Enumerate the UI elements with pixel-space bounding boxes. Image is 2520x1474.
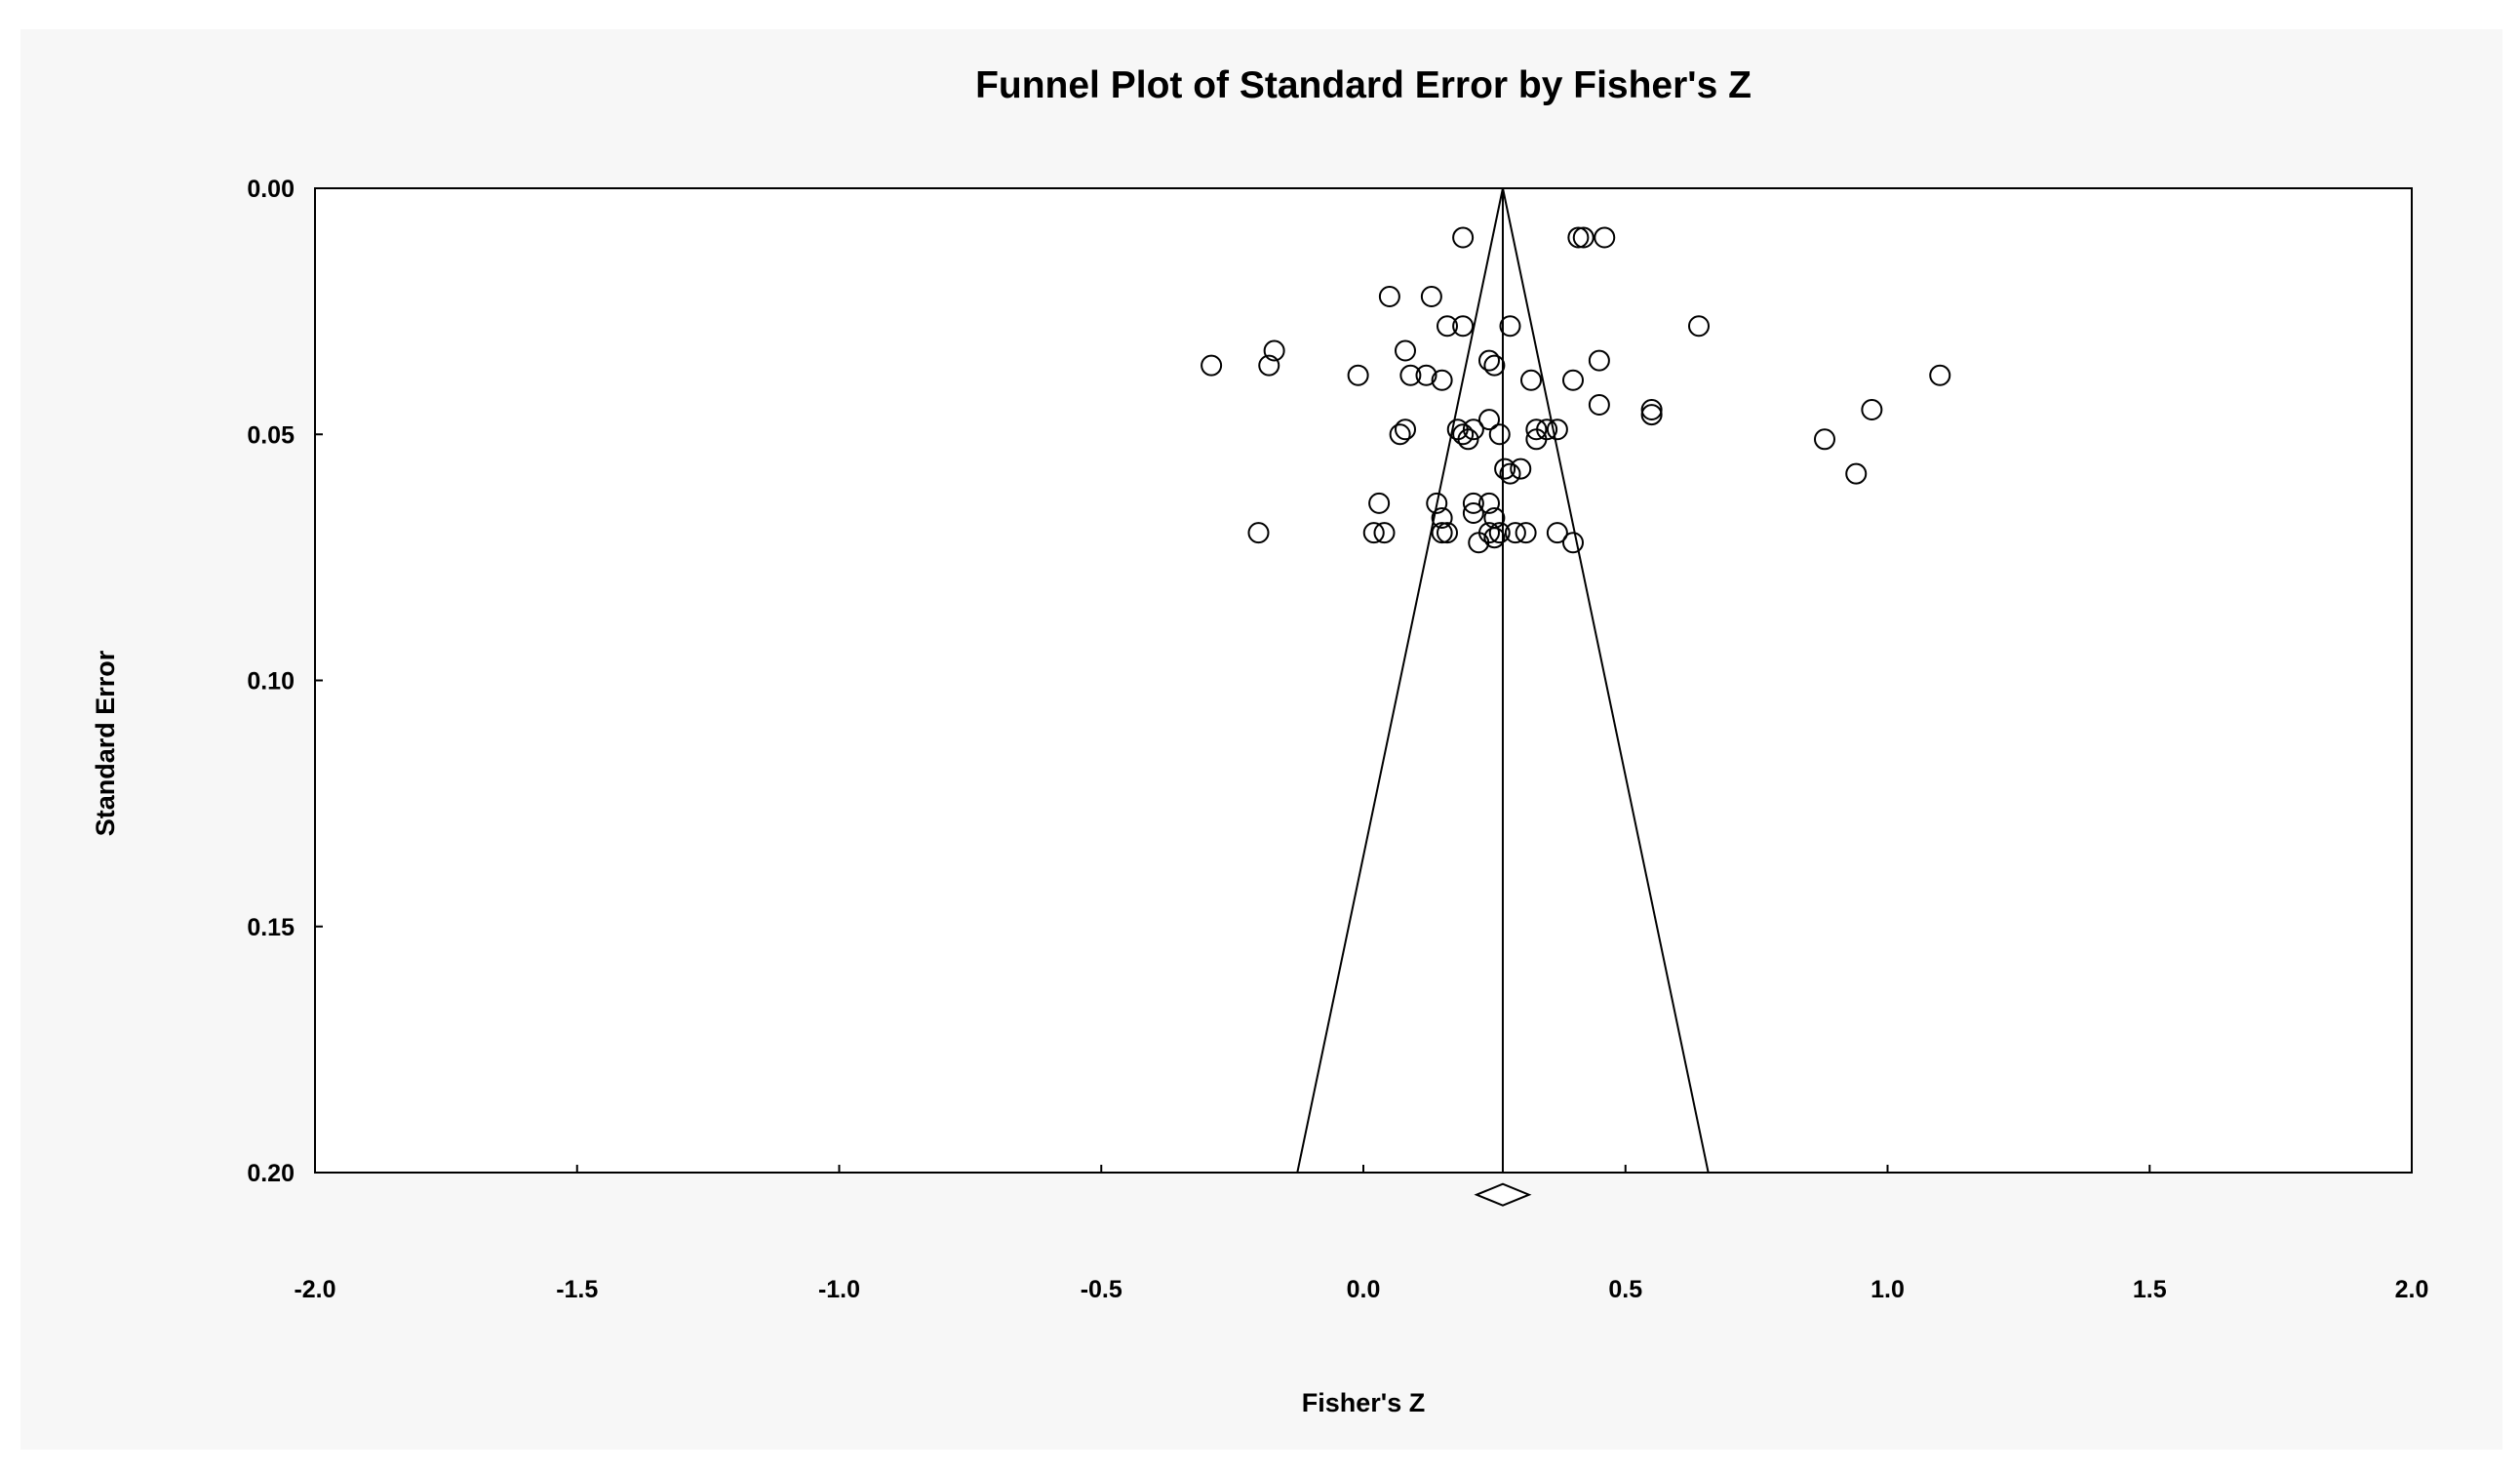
study-point <box>1431 522 1453 544</box>
study-point <box>1688 315 1710 338</box>
study-point <box>1373 522 1396 544</box>
study-point <box>1525 418 1548 441</box>
study-point <box>1588 393 1610 416</box>
study-point <box>1462 501 1484 524</box>
study-point <box>1462 492 1484 514</box>
study-point <box>1431 369 1453 391</box>
study-point <box>1347 364 1369 386</box>
study-point <box>1437 315 1458 338</box>
study-point <box>1814 428 1835 451</box>
chart-title: Funnel Plot of Standard Error by Fisher'… <box>975 64 1752 106</box>
study-point <box>1510 458 1532 480</box>
study-point <box>1399 364 1422 386</box>
study-point <box>1431 507 1453 530</box>
study-point <box>1452 315 1475 338</box>
study-point <box>1483 527 1506 549</box>
x-tick-label: -1.5 <box>556 1276 598 1303</box>
x-tick-label: 1.5 <box>2133 1276 2167 1303</box>
y-axis-ticks: 0.00 0.05 0.10 0.15 0.20 <box>247 176 323 1187</box>
study-point <box>1640 404 1663 426</box>
study-point <box>1478 409 1500 431</box>
study-point <box>1201 354 1223 377</box>
x-axis-ticks: -2.0 -1.5 -1.0 -0.5 0.0 0.5 1.0 1.5 2.0 <box>294 1165 2428 1303</box>
study-point <box>1462 418 1484 441</box>
x-tick-label: 1.0 <box>1870 1276 1905 1303</box>
study-point <box>1546 418 1568 441</box>
study-point <box>1515 522 1537 544</box>
summary-diamond <box>1474 1182 1532 1207</box>
y-tick-label: 0.05 <box>247 421 295 449</box>
study-point <box>1520 369 1542 391</box>
study-point <box>1247 522 1270 544</box>
study-point <box>1368 492 1391 514</box>
study-point <box>1478 492 1500 514</box>
study-point <box>1395 418 1416 441</box>
study-point <box>1452 226 1475 249</box>
x-tick-label: -1.0 <box>818 1276 860 1303</box>
study-point <box>1588 349 1610 372</box>
study-point <box>1483 354 1506 377</box>
study-point <box>1562 532 1584 554</box>
study-point <box>1536 418 1558 441</box>
study-point <box>1258 354 1280 377</box>
study-point <box>1395 339 1416 362</box>
study-point <box>1488 423 1511 446</box>
x-tick-label: 2.0 <box>2395 1276 2429 1303</box>
funnel-boundary-line <box>1296 187 1504 1174</box>
study-point <box>1845 462 1868 485</box>
study-point <box>1478 522 1500 544</box>
study-point <box>1929 364 1951 386</box>
study-points <box>1201 226 1951 554</box>
study-point <box>1499 315 1521 338</box>
y-tick-label: 0.00 <box>247 176 295 203</box>
x-tick-label: -0.5 <box>1081 1276 1122 1303</box>
funnel-lines <box>1296 187 1710 1174</box>
study-point <box>1572 226 1595 249</box>
study-point <box>1263 339 1285 362</box>
study-point <box>1504 522 1526 544</box>
study-point <box>1640 399 1663 421</box>
x-tick-label: -2.0 <box>294 1276 335 1303</box>
study-point <box>1562 369 1584 391</box>
study-point <box>1861 399 1883 421</box>
study-point <box>1488 522 1511 544</box>
x-tick-label: 0.0 <box>1347 1276 1381 1303</box>
study-point <box>1567 226 1590 249</box>
study-point <box>1420 285 1442 307</box>
study-point <box>1499 462 1521 485</box>
study-point <box>1494 458 1516 480</box>
study-point <box>1362 522 1385 544</box>
funnel-boundary-line <box>1501 187 1710 1174</box>
x-axis-label: Fisher's Z <box>1302 1388 1425 1417</box>
study-point <box>1389 423 1411 446</box>
summary-effect <box>1474 1182 1532 1207</box>
study-point <box>1594 226 1616 249</box>
study-point <box>1478 349 1500 372</box>
plot-area <box>314 187 2413 1174</box>
study-point <box>1457 428 1479 451</box>
x-tick-label: 0.5 <box>1608 1276 1642 1303</box>
y-axis-label: Standard Error <box>91 650 120 836</box>
study-point <box>1426 492 1448 514</box>
study-point <box>1452 423 1475 446</box>
study-point <box>1378 285 1400 307</box>
y-tick-label: 0.10 <box>247 668 295 696</box>
y-tick-label: 0.20 <box>247 1160 295 1187</box>
study-point <box>1546 522 1568 544</box>
study-point <box>1415 364 1437 386</box>
study-point <box>1437 522 1458 544</box>
y-tick-label: 0.15 <box>247 914 295 941</box>
